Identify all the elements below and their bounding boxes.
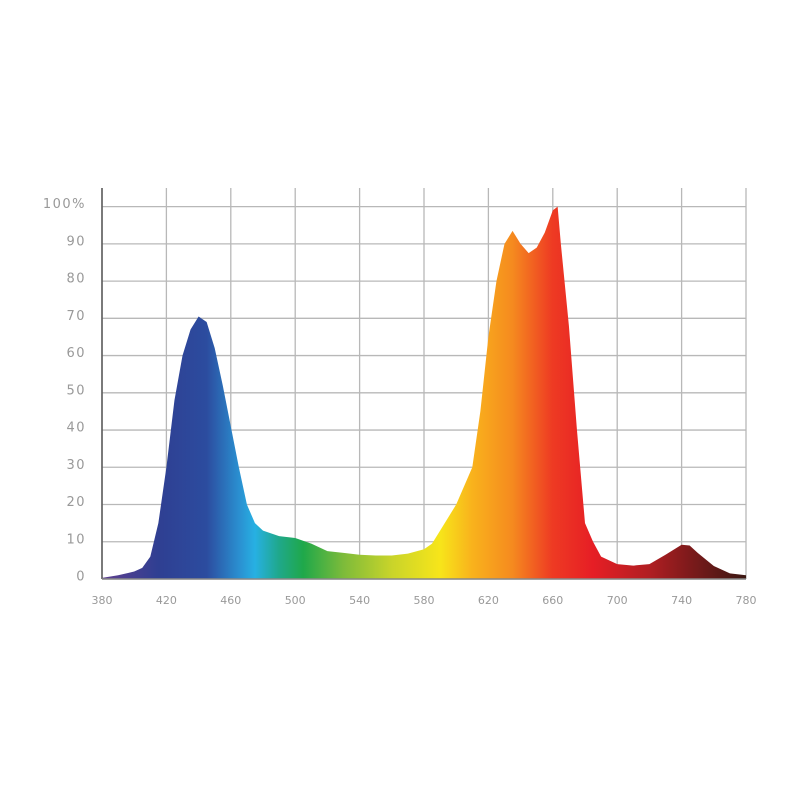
x-tick-label: 420 [156,594,177,607]
x-tick-label: 780 [736,594,757,607]
y-tick-label: 100% [43,197,86,212]
y-tick-label: 10 [66,532,86,547]
x-tick-label: 500 [285,594,306,607]
x-tick-label: 380 [92,594,113,607]
x-tick-label: 580 [414,594,435,607]
y-tick-label: 90 [66,234,86,249]
x-tick-label: 740 [671,594,692,607]
y-tick-label: 0 [76,570,86,585]
spectrum-area [102,206,746,579]
x-tick-label: 620 [478,594,499,607]
y-tick-label: 60 [66,346,86,361]
x-tick-label: 700 [607,594,628,607]
y-tick-label: 80 [66,272,86,287]
x-tick-label: 660 [542,594,563,607]
y-tick-label: 40 [66,421,86,436]
y-tick-label: 20 [66,495,86,510]
y-tick-label: 30 [66,458,86,473]
x-tick-label: 460 [220,594,241,607]
y-tick-label: 70 [66,309,86,324]
x-tick-label: 540 [349,594,370,607]
y-tick-label: 50 [66,383,86,398]
